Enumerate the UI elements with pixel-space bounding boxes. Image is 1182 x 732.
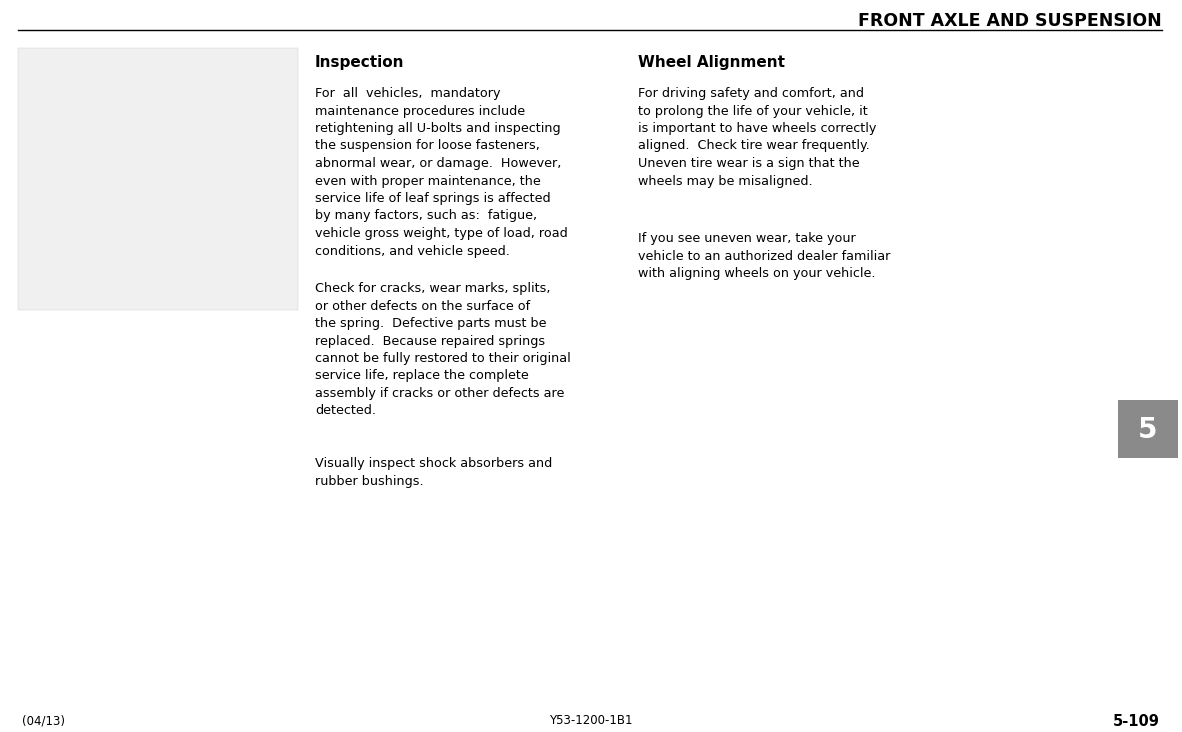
Text: Y53-1200-1B1: Y53-1200-1B1	[550, 714, 632, 727]
Text: Check for cracks, wear marks, splits,
or other defects on the surface of
the spr: Check for cracks, wear marks, splits, or…	[314, 282, 571, 417]
Text: 5-109: 5-109	[1113, 714, 1160, 729]
Text: If you see uneven wear, take your
vehicle to an authorized dealer familiar
with : If you see uneven wear, take your vehicl…	[638, 232, 890, 280]
Text: 5: 5	[1138, 416, 1157, 444]
Text: Inspection: Inspection	[314, 55, 404, 70]
Text: Wheel Alignment: Wheel Alignment	[638, 55, 785, 70]
Text: Visually inspect shock absorbers and
rubber bushings.: Visually inspect shock absorbers and rub…	[314, 457, 552, 488]
Text: For  all  vehicles,  mandatory
maintenance procedures include
retightening all U: For all vehicles, mandatory maintenance …	[314, 87, 567, 258]
Text: FRONT AXLE AND SUSPENSION: FRONT AXLE AND SUSPENSION	[858, 12, 1162, 30]
Text: (04/13): (04/13)	[22, 714, 65, 727]
Text: For driving safety and comfort, and
to prolong the life of your vehicle, it
is i: For driving safety and comfort, and to p…	[638, 87, 876, 187]
